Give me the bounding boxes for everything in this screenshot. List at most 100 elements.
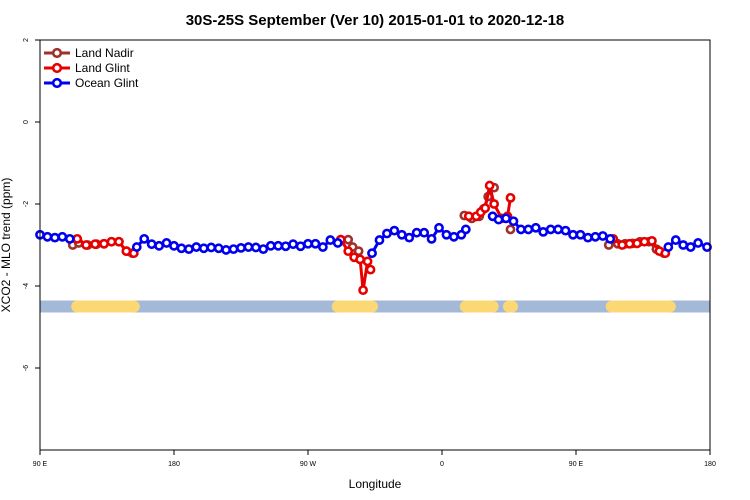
data-point: [685, 242, 696, 252]
data-point: [325, 235, 336, 245]
chart-title: 30S-25S September (Ver 10) 2015-01-01 to…: [186, 12, 565, 29]
data-point: [90, 239, 100, 250]
data-point: [161, 238, 172, 248]
data-point: [146, 239, 157, 250]
data-point: [583, 232, 593, 243]
data-point: [236, 242, 246, 253]
data-point: [505, 192, 516, 203]
data-point: [106, 236, 117, 247]
data-point: [678, 240, 689, 250]
data-point: [365, 264, 376, 275]
data-point: [647, 235, 657, 246]
y-tick-label: 2: [23, 38, 30, 42]
data-point: [64, 233, 75, 244]
data-point: [590, 231, 601, 242]
y-tick-label: -4: [23, 283, 30, 289]
data-point: [419, 227, 430, 238]
y-tick-label: -6: [23, 365, 30, 371]
data-point: [343, 246, 354, 257]
data-point: [702, 242, 712, 252]
data-point: [605, 233, 616, 244]
data-point: [213, 243, 224, 254]
x-tick-label: 180: [704, 461, 716, 468]
data-point: [396, 229, 407, 240]
data-point: [176, 243, 187, 254]
data-point: [303, 238, 313, 249]
legend-marker: [51, 62, 63, 74]
data-point: [560, 225, 571, 236]
data-point: [139, 233, 150, 244]
data-point: [670, 235, 681, 245]
data-point: [382, 228, 392, 239]
data-point: [426, 233, 437, 244]
data-point: [538, 226, 549, 237]
data-point: [693, 238, 703, 248]
data-point: [493, 214, 504, 225]
legend-marker: [51, 77, 63, 89]
data-point: [568, 229, 578, 240]
data-point: [516, 224, 526, 235]
legend-item: Ocean Glint: [44, 76, 139, 90]
data-point: [617, 240, 628, 250]
data-point: [243, 242, 254, 252]
data-point: [389, 225, 400, 236]
data-point: [411, 227, 422, 238]
data-point: [489, 199, 500, 209]
data-point: [183, 244, 194, 254]
data-point: [367, 248, 377, 259]
data-point: [530, 222, 541, 233]
y-axis-label: XCO2 - MLO trend (ppm): [0, 178, 13, 313]
data-point: [575, 229, 586, 240]
data-point: [280, 241, 291, 252]
data-point: [228, 244, 239, 254]
data-point: [310, 238, 321, 249]
data-point: [358, 285, 368, 295]
data-point: [663, 242, 674, 252]
data-point: [206, 242, 217, 253]
data-point: [355, 254, 366, 265]
data-point: [434, 222, 444, 233]
data-point: [501, 213, 511, 224]
legend-label: Ocean Glint: [75, 76, 139, 90]
y-tick-label: -2: [23, 201, 30, 207]
data-point: [154, 240, 165, 251]
data-point: [523, 224, 534, 235]
data-point: [374, 235, 385, 245]
data-point: [295, 241, 306, 252]
data-point: [49, 232, 60, 243]
data-point: [221, 245, 232, 255]
plot-frame: [39, 39, 711, 451]
data-point: [508, 216, 519, 227]
data-point: [632, 238, 642, 249]
data-point: [81, 240, 92, 250]
series-ocean-glint: [35, 211, 712, 259]
data-point: [131, 242, 142, 252]
data-point: [250, 242, 261, 253]
data-point: [332, 238, 343, 248]
x-tick-label: 90 E: [569, 461, 584, 468]
legend-label: Land Nadir: [75, 46, 134, 60]
data-point: [169, 240, 179, 251]
data-point: [460, 224, 471, 235]
legend-item: Land Glint: [44, 61, 130, 75]
data-point: [480, 203, 491, 213]
x-tick-label: 0: [440, 461, 444, 468]
legend-item: Land Nadir: [44, 46, 134, 60]
data-point: [441, 229, 452, 240]
x-tick-label: 180: [168, 461, 180, 468]
data-point: [553, 224, 564, 235]
data-point: [362, 256, 373, 267]
legend-marker: [51, 47, 63, 59]
data-point: [114, 236, 124, 247]
data-point: [639, 236, 650, 247]
data-point: [42, 231, 53, 242]
series-layer: [35, 180, 712, 295]
data-point: [317, 242, 328, 252]
x-axis: 90 E 180 90 W 0 90 E 180: [33, 450, 716, 468]
data-point: [449, 231, 459, 242]
data-point: [191, 242, 202, 252]
data-point: [258, 244, 269, 254]
data-point: [404, 232, 415, 243]
x-tick-label: 90 W: [300, 461, 317, 468]
